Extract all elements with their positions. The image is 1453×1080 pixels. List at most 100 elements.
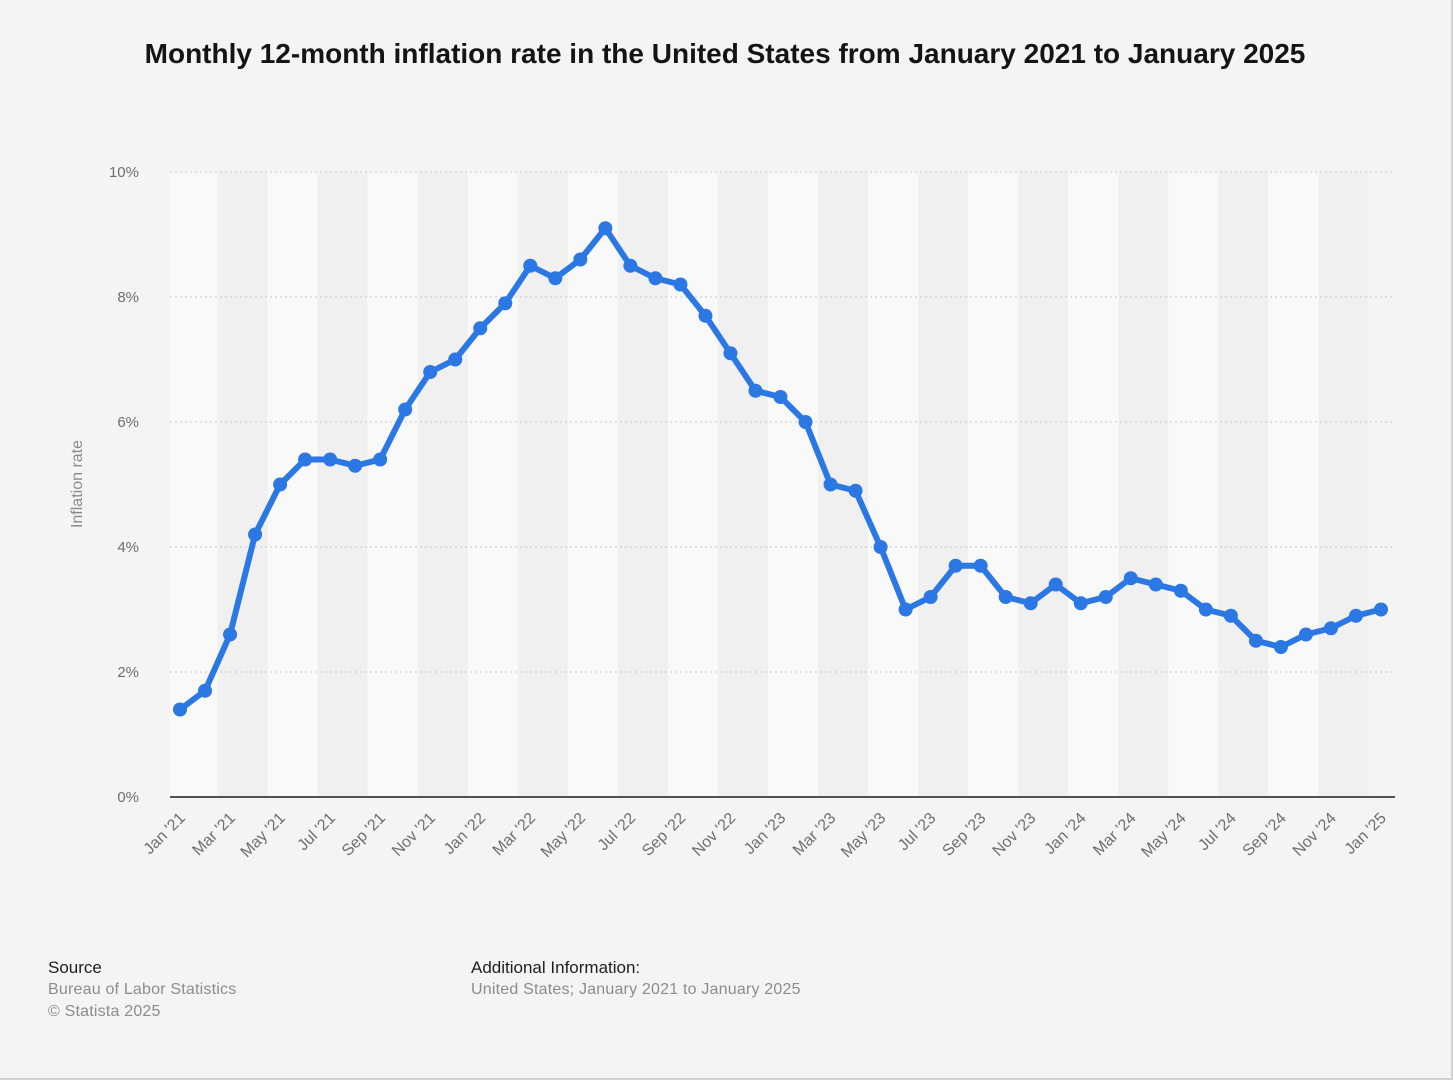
data-point[interactable] bbox=[1273, 640, 1288, 654]
y-tick-label: 0% bbox=[117, 789, 139, 806]
data-point[interactable] bbox=[1148, 577, 1163, 592]
data-point[interactable] bbox=[1348, 608, 1363, 623]
data-point[interactable] bbox=[1048, 577, 1063, 592]
x-tick-label: Jan '25 bbox=[1342, 810, 1390, 858]
data-point[interactable] bbox=[398, 402, 413, 417]
data-point[interactable] bbox=[1298, 627, 1313, 642]
data-point[interactable] bbox=[1173, 583, 1188, 598]
data-point[interactable] bbox=[748, 383, 763, 398]
column-band bbox=[1018, 172, 1069, 797]
column-band bbox=[567, 172, 618, 797]
data-point[interactable] bbox=[623, 258, 638, 273]
data-point[interactable] bbox=[573, 252, 588, 267]
column-band bbox=[968, 172, 1019, 797]
column-band bbox=[717, 172, 768, 797]
gridlines bbox=[170, 171, 1395, 673]
x-tick-label: May '23 bbox=[838, 810, 889, 861]
column-band bbox=[367, 172, 418, 797]
x-tick-label: Nov '24 bbox=[1290, 810, 1340, 860]
y-tick-label: 4% bbox=[117, 539, 139, 556]
column-bands bbox=[170, 172, 1369, 797]
data-point[interactable] bbox=[973, 558, 988, 573]
x-tick-label: Mar '22 bbox=[490, 810, 539, 859]
x-tick-label: Nov '23 bbox=[990, 810, 1040, 860]
x-tick-label: Jul '22 bbox=[595, 810, 639, 854]
x-tick-label: Jan '22 bbox=[441, 810, 489, 858]
source-name[interactable]: Bureau of Labor Statistics bbox=[48, 981, 237, 998]
x-tick-label: Jul '21 bbox=[295, 810, 339, 854]
data-point[interactable] bbox=[1198, 602, 1213, 617]
data-point[interactable] bbox=[1323, 621, 1338, 636]
column-band bbox=[918, 172, 969, 797]
data-point[interactable] bbox=[873, 540, 888, 554]
data-point[interactable] bbox=[1248, 633, 1263, 648]
data-point[interactable] bbox=[823, 477, 838, 492]
data-point[interactable] bbox=[1098, 590, 1113, 604]
info-heading: Additional Information: bbox=[471, 958, 641, 977]
y-axis-title: Inflation rate bbox=[69, 440, 86, 528]
data-point[interactable] bbox=[798, 415, 813, 429]
x-tick-label: Jan '24 bbox=[1041, 810, 1089, 858]
x-tick-label: May '22 bbox=[538, 810, 589, 861]
data-point[interactable] bbox=[998, 590, 1013, 604]
x-tick-label: Nov '22 bbox=[689, 810, 739, 860]
column-band bbox=[1218, 172, 1269, 797]
x-tick-label: May '21 bbox=[238, 810, 289, 861]
data-point[interactable] bbox=[173, 702, 187, 717]
data-point[interactable] bbox=[423, 365, 438, 379]
data-point[interactable] bbox=[1223, 608, 1238, 623]
x-tick-label: May '24 bbox=[1138, 810, 1189, 861]
x-tick-label: Jul '23 bbox=[895, 810, 939, 854]
data-point[interactable] bbox=[1073, 596, 1088, 611]
data-point[interactable] bbox=[898, 602, 913, 617]
x-tick-label: Jul '24 bbox=[1195, 810, 1239, 854]
data-point[interactable] bbox=[448, 352, 463, 367]
column-band bbox=[1318, 172, 1369, 797]
column-band bbox=[1168, 172, 1219, 797]
x-tick-label: Sep '22 bbox=[639, 810, 689, 860]
data-point[interactable] bbox=[273, 477, 288, 492]
data-point[interactable] bbox=[198, 683, 213, 698]
data-point[interactable] bbox=[773, 390, 788, 404]
column-band bbox=[667, 172, 718, 797]
column-band bbox=[1118, 172, 1169, 797]
data-point[interactable] bbox=[648, 271, 663, 286]
column-band bbox=[1068, 172, 1119, 797]
x-tick-label: Jan '23 bbox=[741, 810, 789, 858]
data-point[interactable] bbox=[473, 321, 488, 336]
data-point[interactable] bbox=[923, 590, 938, 604]
data-point[interactable] bbox=[598, 221, 613, 236]
data-point[interactable] bbox=[523, 258, 538, 273]
data-point[interactable] bbox=[1023, 596, 1038, 611]
data-point[interactable] bbox=[348, 458, 363, 473]
data-point[interactable] bbox=[298, 452, 313, 467]
data-point[interactable] bbox=[248, 527, 263, 542]
data-point[interactable] bbox=[373, 452, 388, 467]
column-band bbox=[467, 172, 518, 797]
column-band bbox=[1268, 172, 1319, 797]
data-point[interactable] bbox=[548, 271, 563, 286]
data-point[interactable] bbox=[223, 627, 238, 642]
source-heading: Source bbox=[48, 958, 102, 977]
column-band bbox=[868, 172, 919, 797]
column-band bbox=[767, 172, 819, 797]
data-points bbox=[173, 221, 1388, 717]
y-tick-label: 2% bbox=[117, 664, 139, 681]
data-point[interactable] bbox=[723, 346, 738, 361]
x-tick-label: Nov '21 bbox=[389, 810, 439, 860]
data-point[interactable] bbox=[673, 277, 688, 292]
data-point[interactable] bbox=[323, 452, 338, 467]
x-tick-label: Mar '23 bbox=[790, 810, 839, 859]
data-point[interactable] bbox=[848, 483, 863, 498]
data-point[interactable] bbox=[1374, 602, 1388, 617]
x-tick-label: Mar '21 bbox=[189, 810, 238, 859]
data-point[interactable] bbox=[1123, 571, 1138, 586]
footer-additional-info: Additional Information: United States; J… bbox=[471, 957, 801, 1001]
data-point[interactable] bbox=[498, 296, 513, 311]
x-tick-label: Sep '23 bbox=[939, 810, 989, 860]
x-tick-label: Sep '21 bbox=[339, 810, 389, 860]
data-point[interactable] bbox=[948, 558, 963, 573]
data-point[interactable] bbox=[698, 308, 713, 323]
